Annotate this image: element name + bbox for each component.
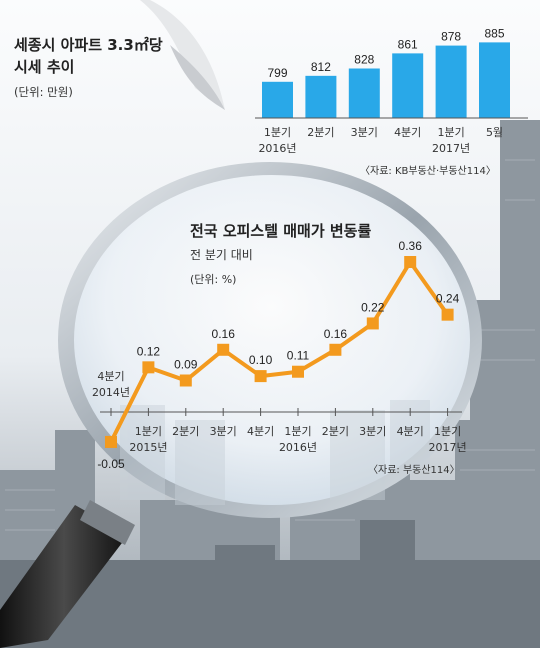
year-label: 2017년 — [429, 441, 467, 454]
data-label: 0.10 — [249, 353, 273, 367]
data-point — [142, 361, 155, 374]
data-label: 0.16 — [212, 327, 236, 341]
x-tick-label: 2분기 — [322, 425, 349, 438]
bar — [305, 75, 337, 118]
bar-value-label: 885 — [484, 26, 504, 40]
x-tick-label: 4분기 — [97, 370, 124, 383]
year-label: 2016년 — [258, 142, 296, 155]
series-line — [109, 259, 450, 443]
data-label: 0.09 — [174, 357, 198, 371]
x-tick-label: 3분기 — [359, 425, 386, 438]
bar-value-label: 812 — [311, 60, 331, 74]
year-label: 2015년 — [129, 441, 167, 454]
data-label: 0.12 — [137, 344, 161, 358]
data-label: 0.16 — [324, 327, 348, 341]
x-tick-label: 1분기 — [434, 425, 461, 438]
year-label: 2016년 — [279, 441, 317, 454]
bar — [479, 42, 510, 118]
x-tick-label: 1분기 — [284, 425, 311, 438]
bar-value-label: 799 — [267, 66, 287, 80]
data-label: 0.22 — [361, 300, 385, 314]
x-tick-label: 2분기 — [307, 126, 334, 139]
x-tick-label: 3분기 — [210, 425, 237, 438]
year-label: 2014년 — [92, 386, 130, 399]
bar-value-label: 828 — [354, 53, 374, 67]
year-label: 2017년 — [432, 142, 470, 155]
data-point — [329, 343, 342, 356]
bar-chart-unit: (단위: 만원) — [14, 85, 73, 99]
x-tick-label: 3분기 — [351, 126, 378, 139]
data-point — [292, 365, 304, 378]
bar-value-label: 878 — [441, 30, 461, 44]
data-label: 0.11 — [287, 349, 310, 363]
line-chart-title: 전국 오피스텔 매매가 변동률 — [190, 222, 372, 240]
bar-chart-title: 세종시 아파트 3.3㎡당 시세 추이 — [14, 36, 163, 76]
x-tick-label: 4분기 — [397, 425, 424, 438]
data-point — [366, 317, 379, 330]
x-tick-label: 4분기 — [247, 425, 274, 438]
data-point — [441, 308, 454, 321]
data-point — [217, 343, 230, 356]
x-tick-label: 5월 — [486, 126, 503, 139]
x-tick-label: 4분기 — [394, 126, 421, 139]
bar — [392, 53, 424, 118]
bar-chart-source: 〈자료: KB부동산·부동산114〉 — [360, 166, 496, 177]
x-tick-label: 1분기 — [135, 425, 162, 438]
line-chart-unit: (단위: %) — [190, 273, 237, 286]
data-label: 0.36 — [399, 239, 423, 253]
line-chart-source: 〈자료: 부동산114〉 — [368, 465, 460, 476]
bar — [262, 81, 293, 118]
data-point — [404, 255, 417, 268]
data-point — [105, 435, 117, 448]
bar — [348, 68, 380, 118]
x-tick-label: 2분기 — [172, 425, 199, 438]
data-point — [254, 370, 267, 383]
x-tick-label: 1분기 — [264, 126, 291, 139]
data-label: 0.24 — [436, 292, 460, 306]
bar — [435, 45, 467, 118]
data-label: -0.05 — [97, 457, 125, 471]
bar-value-label: 861 — [398, 37, 418, 51]
line-chart-subtitle: 전 분기 대비 — [190, 248, 253, 262]
x-tick-label: 1분기 — [437, 126, 464, 139]
data-point — [179, 374, 192, 387]
